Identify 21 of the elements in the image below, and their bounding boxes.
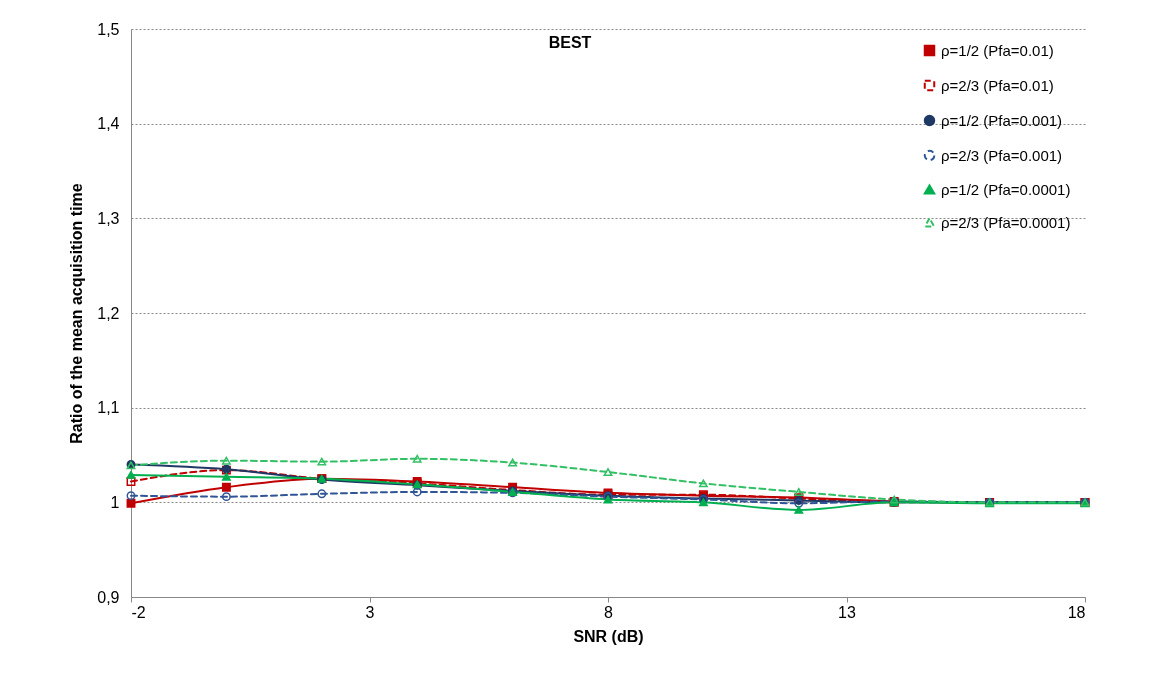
y-tick-label: 1,4 [97,115,120,133]
legend-label: ρ=1/2 (Pfa=0.0001) [941,180,1071,198]
x-tick-label: -2 [131,603,146,621]
legend-label: ρ=2/3 (Pfa=0.001) [941,146,1063,164]
x-tick-label: 8 [604,603,614,621]
legend-label: ρ=1/2 (Pfa=0.01) [941,41,1054,59]
x-tick-label: 13 [838,603,856,621]
y-axis-title: Ratio of the mean acquisition time [68,183,86,444]
y-tick-label: 1,1 [97,399,120,417]
x-tick-label: 3 [365,603,375,621]
legend-label: ρ=2/3 (Pfa=0.01) [941,76,1054,94]
chart-title: BEST [548,34,592,51]
legend-label: ρ=1/2 (Pfa=0.001) [941,111,1063,129]
y-tick-label: 1,2 [97,304,120,322]
legend-label: ρ=2/3 (Pfa=0.0001) [941,213,1071,231]
x-axis-title: SNR (dB) [573,627,644,645]
y-tick-label: 0,9 [97,588,120,606]
x-tick-label: 18 [1067,603,1086,621]
y-tick-label: 1 [110,493,120,511]
y-tick-label: 1,3 [97,209,120,227]
y-tick-label: 1,5 [97,20,120,38]
